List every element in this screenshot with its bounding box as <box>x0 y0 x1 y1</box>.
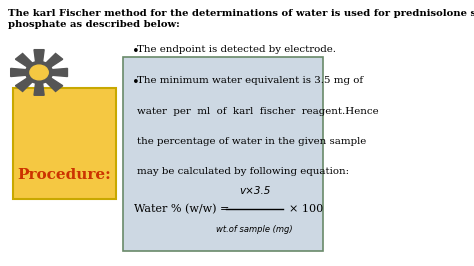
Text: The minimum water equivalent is 3.5 mg of: The minimum water equivalent is 3.5 mg o… <box>137 76 364 85</box>
Text: × 100: × 100 <box>289 204 323 214</box>
Text: Water % (w/w) =: Water % (w/w) = <box>134 204 233 214</box>
Text: •: • <box>132 45 140 58</box>
Text: the percentage of water in the given sample: the percentage of water in the given sam… <box>137 137 367 146</box>
Circle shape <box>30 65 48 80</box>
Text: wt.of sample (mg): wt.of sample (mg) <box>216 225 293 234</box>
FancyBboxPatch shape <box>13 88 116 199</box>
FancyBboxPatch shape <box>123 57 323 251</box>
Text: water  per  ml  of  karl  fischer  reagent.Hence: water per ml of karl fischer reagent.Hen… <box>137 107 379 116</box>
Text: may be calculated by following equation:: may be calculated by following equation: <box>137 167 349 176</box>
Text: •: • <box>132 76 140 89</box>
Text: The endpoint is detected by electrode.: The endpoint is detected by electrode. <box>137 45 337 54</box>
Text: The karl Fischer method for the determinations of water is used for prednisolone: The karl Fischer method for the determin… <box>8 9 474 29</box>
Text: v×3.5: v×3.5 <box>239 186 270 196</box>
Polygon shape <box>11 50 67 95</box>
Text: Procedure:: Procedure: <box>18 168 111 182</box>
